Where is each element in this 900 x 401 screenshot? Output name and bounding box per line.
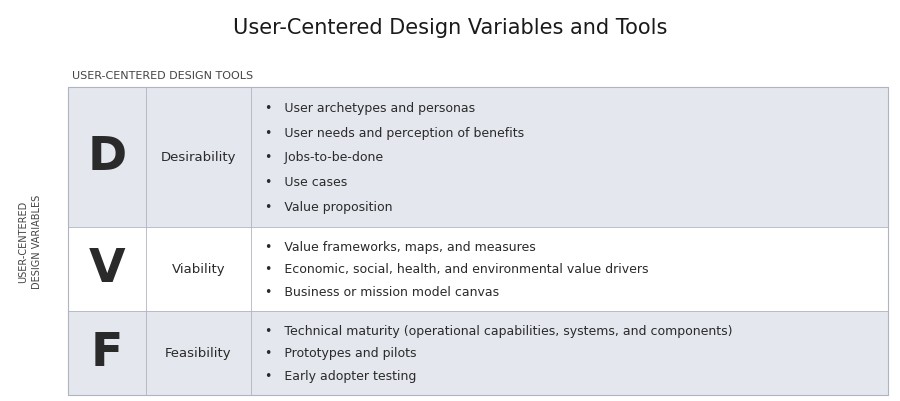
Text: •   User archetypes and personas: • User archetypes and personas <box>265 101 475 115</box>
Text: •   Value frameworks, maps, and measures: • Value frameworks, maps, and measures <box>265 240 536 253</box>
Bar <box>68 311 888 395</box>
Text: V: V <box>89 247 125 292</box>
Text: •   User needs and perception of benefits: • User needs and perception of benefits <box>265 126 524 140</box>
Text: •   Prototypes and pilots: • Prototypes and pilots <box>265 346 417 360</box>
Text: USER-CENTERED
DESIGN VARIABLES: USER-CENTERED DESIGN VARIABLES <box>18 194 41 288</box>
Text: •   Economic, social, health, and environmental value drivers: • Economic, social, health, and environm… <box>265 263 649 276</box>
Bar <box>68 88 888 395</box>
Text: •   Technical maturity (operational capabilities, systems, and components): • Technical maturity (operational capabi… <box>265 324 733 337</box>
Text: Desirability: Desirability <box>161 151 236 164</box>
Text: •   Early adopter testing: • Early adopter testing <box>265 369 417 382</box>
Text: •   Use cases: • Use cases <box>265 176 347 189</box>
Text: •   Business or mission model canvas: • Business or mission model canvas <box>265 286 500 298</box>
Text: F: F <box>91 331 123 376</box>
Text: Feasibility: Feasibility <box>166 346 232 360</box>
Text: D: D <box>87 135 127 180</box>
Text: USER-CENTERED DESIGN TOOLS: USER-CENTERED DESIGN TOOLS <box>72 71 253 81</box>
Text: •   Value proposition: • Value proposition <box>265 200 392 214</box>
Bar <box>68 88 888 227</box>
Text: User-Centered Design Variables and Tools: User-Centered Design Variables and Tools <box>233 18 667 38</box>
Text: •   Jobs-to-be-done: • Jobs-to-be-done <box>265 151 383 164</box>
Text: Viability: Viability <box>172 263 225 276</box>
Bar <box>68 227 888 311</box>
